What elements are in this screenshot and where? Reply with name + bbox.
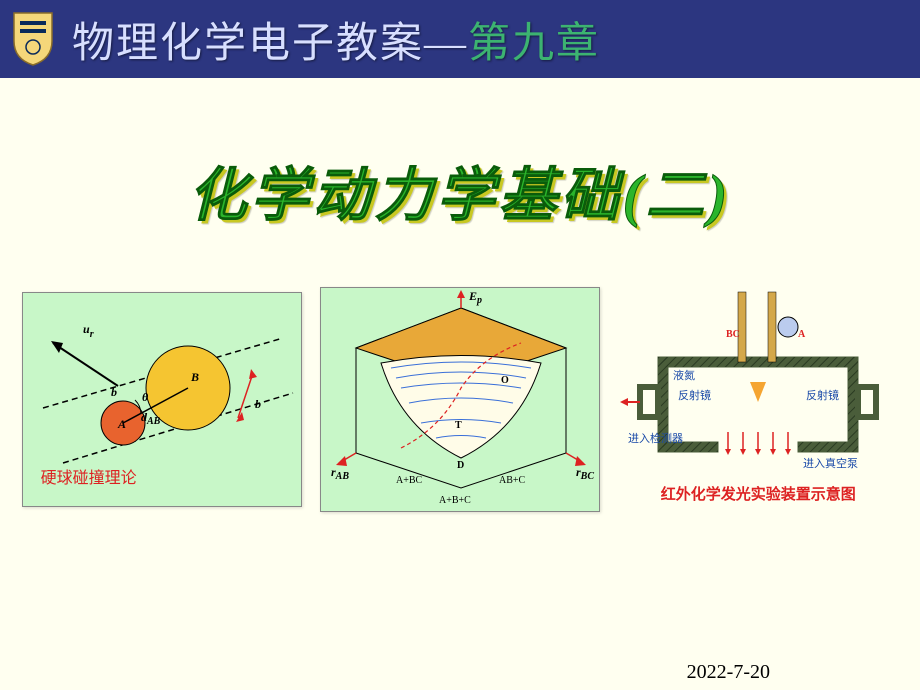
header-chapter: 第九章: [468, 21, 600, 67]
figure-apparatus: BC A 液氮 反射镜 反射镜 进入检测器 进入真空泵 红外化学发光实验装置示意…: [618, 287, 898, 512]
svg-text:ur: ur: [83, 322, 94, 340]
svg-text:O: O: [501, 375, 509, 386]
figure-hard-sphere: ur A B b b θ dAB 硬球碰撞理论: [22, 292, 302, 507]
svg-text:A: A: [798, 329, 806, 340]
svg-text:A: A: [117, 417, 126, 431]
svg-text:AB+C: AB+C: [499, 475, 526, 486]
shield-logo-icon: [12, 11, 54, 67]
fig1-caption: 硬球碰撞理论: [41, 464, 137, 488]
slide-date: 2022-7-20: [687, 661, 770, 684]
svg-text:b: b: [255, 397, 261, 411]
figure-row: ur A B b b θ dAB 硬球碰撞理论: [0, 287, 920, 512]
slide-header: 物理化学电子教案—第九章: [0, 0, 920, 78]
svg-text:B: B: [190, 370, 199, 384]
svg-text:Ep: Ep: [468, 289, 482, 306]
svg-text:A+B+C: A+B+C: [439, 495, 471, 506]
svg-text:rAB: rAB: [331, 465, 349, 482]
svg-text:θ: θ: [142, 390, 149, 404]
svg-text:BC: BC: [726, 329, 740, 340]
fig3-caption: 红外化学发光实验装置示意图: [618, 483, 898, 504]
svg-text:A+BC: A+BC: [396, 475, 423, 486]
main-title: 化学动力学基础(二): [0, 148, 920, 232]
svg-text:反射镜: 反射镜: [678, 388, 711, 402]
header-prefix: 物理化学电子教案—: [72, 21, 468, 67]
figure-pes: Ep rAB rBC O T D A+BC AB+C A+B+C: [320, 287, 600, 512]
svg-text:D: D: [457, 460, 464, 471]
svg-text:液氮: 液氮: [673, 368, 695, 382]
svg-text:T: T: [455, 420, 462, 431]
svg-text:进入真空泵: 进入真空泵: [803, 456, 858, 470]
svg-text:进入检测器: 进入检测器: [628, 431, 683, 445]
svg-text:反射镜: 反射镜: [806, 388, 839, 402]
svg-text:b: b: [111, 385, 117, 399]
svg-text:rBC: rBC: [576, 465, 594, 482]
header-title: 物理化学电子教案—第九章: [72, 9, 600, 70]
